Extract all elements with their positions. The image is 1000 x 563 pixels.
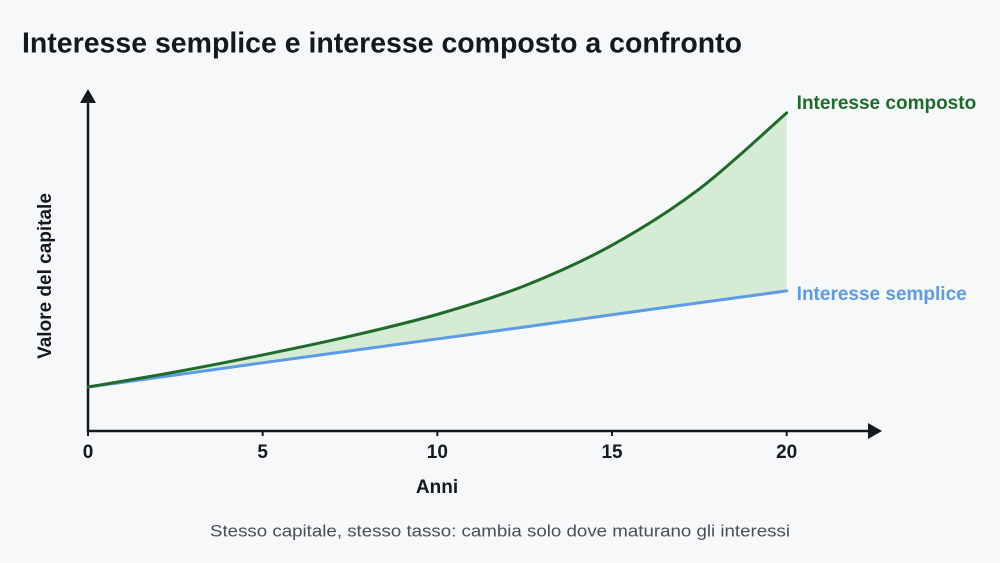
gap-area	[88, 112, 787, 388]
chart-title: Interesse semplice e interesse composto …	[22, 28, 742, 60]
x-tick-label: 20	[776, 442, 797, 463]
legend-label: Interesse semplice	[797, 284, 967, 305]
x-tick-label: 5	[257, 442, 268, 463]
y-axis-arrow	[80, 89, 96, 103]
caption: Stesso capitale, stesso tasso: cambia so…	[210, 521, 790, 540]
legend-label: Interesse composto	[797, 93, 977, 114]
x-tick-label: 15	[601, 442, 623, 463]
x-tick-label: 0	[83, 442, 94, 463]
x-axis-arrow	[868, 423, 882, 439]
x-tick-label: 10	[427, 442, 448, 463]
x-axis-label: Anni	[416, 477, 458, 498]
y-axis-label: Valore del capitale	[35, 193, 56, 359]
series-line	[86, 111, 789, 389]
series-line	[86, 289, 789, 389]
